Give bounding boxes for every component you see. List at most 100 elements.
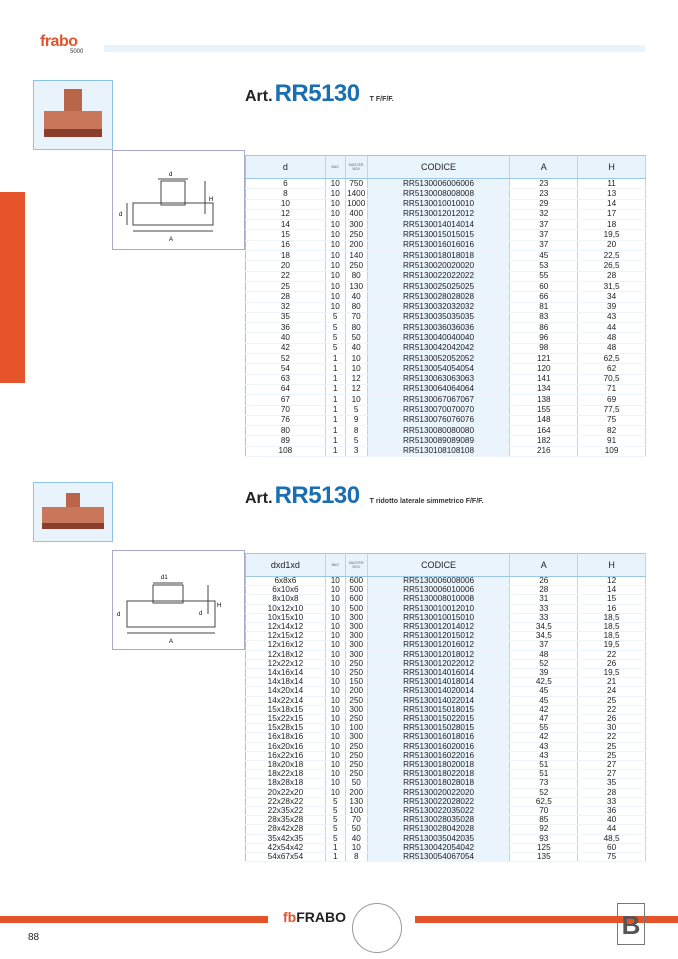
- table-cell: 42: [245, 343, 326, 355]
- table-cell: 10: [325, 632, 346, 642]
- table-cell: RR5130032032032: [367, 302, 511, 313]
- table-cell: 25: [577, 742, 646, 752]
- table-cell: 10: [325, 271, 346, 282]
- table-cell: 62,5: [577, 353, 646, 365]
- table-row: 28x42x28 5 50 RR5130028042028 92 44: [245, 825, 646, 835]
- table-cell: 34,5: [509, 622, 579, 633]
- table-cell: 16x22x16: [245, 751, 326, 762]
- table-cell: 10: [325, 788, 346, 798]
- column-header: H: [577, 155, 646, 179]
- table-cell: 10: [325, 641, 346, 651]
- footer-frabo-logo: fbFRABO: [283, 909, 346, 925]
- table-cell: 43: [509, 742, 579, 752]
- table-cell: 70: [345, 816, 368, 826]
- table-cell: RR5130012012012: [367, 209, 511, 221]
- table-cell: RR5130035042035: [367, 834, 511, 844]
- table-cell: 48,5: [577, 834, 646, 844]
- table-cell: RR5130035035035: [367, 312, 511, 324]
- table-cell: 6x10x6: [245, 586, 326, 596]
- table-cell: 28: [577, 271, 646, 282]
- table-cell: 13: [577, 188, 646, 200]
- table-cell: 5: [325, 797, 346, 808]
- table-cell: 93: [509, 834, 579, 844]
- table-cell: RR5130016022016: [367, 751, 511, 762]
- article-code: RR5130: [274, 80, 361, 107]
- table-cell: 10: [325, 760, 346, 771]
- art-label: Art.: [245, 88, 273, 105]
- table-cell: 300: [345, 613, 368, 624]
- table-cell: 10: [325, 209, 346, 221]
- table-cell: 54: [245, 363, 326, 375]
- column-header: CODICE: [367, 553, 511, 577]
- table-cell: 250: [345, 714, 368, 725]
- table-cell: 5: [325, 322, 346, 334]
- table-cell: RR5130006010006: [367, 586, 511, 596]
- column-header: dxd1xd: [245, 553, 326, 577]
- table-cell: 14: [245, 219, 326, 231]
- table-cell: 216: [509, 446, 579, 458]
- table-cell: 10: [325, 613, 346, 624]
- table-cell: 14x20x14: [245, 687, 326, 697]
- table-cell: 42x54x42: [245, 843, 326, 854]
- table-row: 28 10 40 RR5130028028028 66 34: [245, 291, 646, 303]
- table-cell: 16: [577, 604, 646, 614]
- table-cell: 48: [577, 332, 646, 344]
- table-cell: 81: [509, 302, 579, 313]
- table-cell: 80: [345, 271, 368, 282]
- table-cell: 48: [509, 650, 579, 660]
- table-cell: 24: [577, 687, 646, 697]
- table-cell: RR5130076076076: [367, 415, 511, 427]
- table-cell: 15: [245, 229, 326, 241]
- product-photo-2: [33, 482, 113, 542]
- table-cell: 52: [509, 659, 579, 670]
- table-cell: RR5130010012010: [367, 604, 511, 614]
- table-cell: RR5130089089089: [367, 435, 511, 447]
- table-cell: 148: [509, 415, 579, 427]
- table-cell: RR5130018022018: [367, 770, 511, 780]
- table-cell: 25: [245, 281, 326, 293]
- table-cell: 18: [577, 219, 646, 231]
- table-cell: 39: [577, 302, 646, 313]
- table-cell: 15x22x15: [245, 714, 326, 725]
- table-cell: 141: [509, 374, 579, 385]
- table-cell: RR5130054054054: [367, 363, 511, 375]
- table-cell: 10: [325, 650, 346, 660]
- table-row: 22 10 80 RR5130022022022 55 28: [245, 271, 646, 282]
- table-cell: 1: [325, 384, 346, 396]
- column-header: MASTER BOX: [345, 155, 368, 179]
- table-row: 16x18x16 10 300 RR5130016018016 42 22: [245, 733, 646, 743]
- table-cell: 5: [325, 332, 346, 344]
- table-cell: 10: [325, 668, 346, 679]
- table-cell: 138: [509, 394, 579, 406]
- tee-drawing: d Hd A: [119, 172, 214, 243]
- table-cell: 33: [509, 613, 579, 624]
- fb-mark: fb: [283, 909, 297, 925]
- table-cell: 1: [325, 852, 346, 863]
- table-cell: 140: [345, 250, 368, 262]
- table-row: 63 1 12 RR5130063063063 141 70,5: [245, 374, 646, 385]
- table-row: 14x22x14 10 250 RR5130014022014 45 25: [245, 696, 646, 706]
- table-cell: 100: [345, 806, 368, 817]
- table-cell: 60: [577, 843, 646, 854]
- table-cell: 1: [325, 363, 346, 375]
- table-row: 6 10 750 RR5130006006006 23 11: [245, 178, 646, 190]
- table-cell: 27: [577, 760, 646, 771]
- table-row: 52 1 10 RR5130052052052 121 62,5: [245, 353, 646, 365]
- table-cell: 12x14x12: [245, 622, 326, 633]
- table-cell: 10: [245, 199, 326, 210]
- table-row: 12x15x12 10 300 RR5130012015012 34,5 18,5: [245, 632, 646, 642]
- table-cell: 3: [345, 446, 368, 458]
- table-cell: 83: [509, 312, 579, 324]
- table-cell: 8x10x8: [245, 595, 326, 605]
- table-row: 25 10 130 RR5130025025025 60 31,5: [245, 281, 646, 293]
- table-cell: 500: [345, 604, 368, 614]
- table-row: 89 1 5 RR5130089089089 182 91: [245, 435, 646, 447]
- table-cell: 26: [577, 659, 646, 670]
- table-cell: RR5130064064064: [367, 384, 511, 396]
- table-cell: RR5130040040040: [367, 332, 511, 344]
- table-cell: 135: [509, 852, 579, 863]
- table-row: 76 1 9 RR5130076076076 148 75: [245, 415, 646, 427]
- table-cell: 10: [345, 843, 368, 854]
- table-row: 14x18x14 10 150 RR5130014018014 42,5 21: [245, 678, 646, 688]
- table-cell: 47: [509, 714, 579, 725]
